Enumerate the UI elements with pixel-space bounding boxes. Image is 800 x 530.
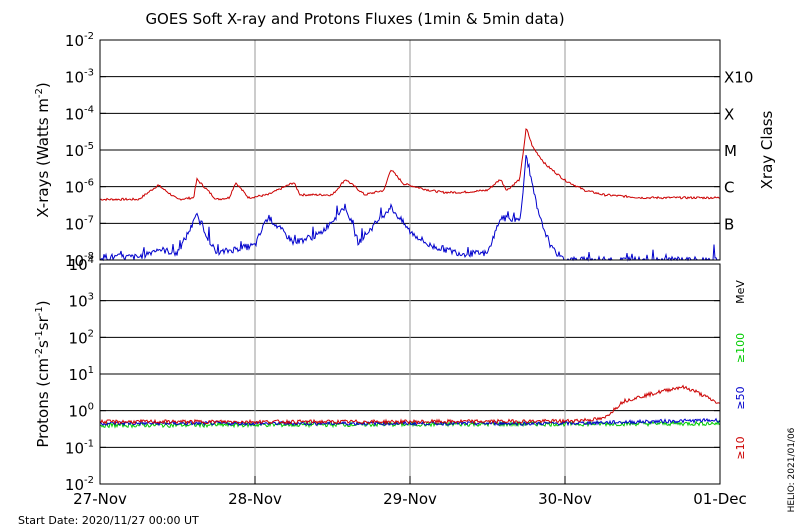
x-tick-label: 27-Nov [73, 490, 127, 508]
xray-class-label: C [724, 179, 734, 197]
chart-title: GOES Soft X-ray and Protons Fluxes (1min… [145, 10, 564, 28]
y-tick-label: 10-8 [65, 251, 94, 270]
xray-grid [100, 40, 720, 260]
series-proton-100 [99, 419, 721, 429]
y-tick-label: 100 [69, 402, 94, 421]
xray-class-label: X10 [724, 69, 753, 87]
y-tick-label: 10-3 [65, 68, 94, 87]
proton-y-ticks: 104 103 102 101 100 10-1 10-2 [65, 255, 720, 494]
energy-unit-label: MeV [734, 280, 747, 304]
xray-panel: 10-2 10-3 10-4 10-5 10-6 10-7 10-8 X10 X M CB X-r… [34, 31, 776, 270]
y-tick-label: 103 [69, 292, 94, 311]
y-tick-label: 10-6 [65, 178, 94, 197]
y-tick-label: 104 [69, 255, 94, 274]
y-tick-label: 10-5 [65, 141, 94, 160]
series-xray-long [99, 128, 721, 202]
x-axis-ticks: 27-Nov 28-Nov 29-Nov 30-Nov 01-Dec [73, 476, 747, 508]
legend-p10: ≥10 [734, 436, 747, 459]
legend-p50: ≥50 [734, 386, 747, 409]
xray-class-label: X [724, 105, 734, 123]
start-date: Start Date: 2020/11/27 00:00 UT [18, 514, 199, 527]
x-tick-label: 01-Dec [693, 490, 747, 508]
y-tick-label: 10-1 [65, 438, 94, 457]
y-tick-label: 10-2 [65, 475, 94, 494]
proton-panel: 104 103 102 101 100 10-1 10-2 Protons (cm-2s-1… [34, 255, 747, 494]
xray-class-labels: X10 X M CB [724, 69, 753, 234]
y-tick-label: 10-4 [65, 104, 94, 123]
xray-class-label: B [724, 215, 734, 233]
x-tick-label: 28-Nov [228, 490, 282, 508]
y-tick-label: 102 [69, 328, 94, 347]
proton-series-group [99, 384, 721, 429]
proton-y-label: Protons (cm-2s-1sr-1) [34, 300, 52, 447]
xray-y-label: X-rays (Watts m-2) [34, 82, 52, 217]
legend-p100: ≥100 [734, 333, 747, 363]
footer-date: HELIO: 2021/01/06 [787, 427, 797, 512]
xray-class-label: M [724, 142, 737, 160]
x-tick-label: 29-Nov [383, 490, 437, 508]
y-tick-label: 10-7 [65, 214, 94, 233]
xray-class-axis-label: Xray Class [758, 110, 776, 189]
xray-y-ticks: 10-2 10-3 10-4 10-5 10-6 10-7 10-8 [65, 31, 720, 270]
proton-grid [100, 264, 720, 484]
series-proton-10 [99, 384, 721, 426]
y-tick-label: 10-2 [65, 31, 94, 50]
x-tick-label: 30-Nov [538, 490, 592, 508]
y-tick-label: 101 [69, 365, 94, 384]
